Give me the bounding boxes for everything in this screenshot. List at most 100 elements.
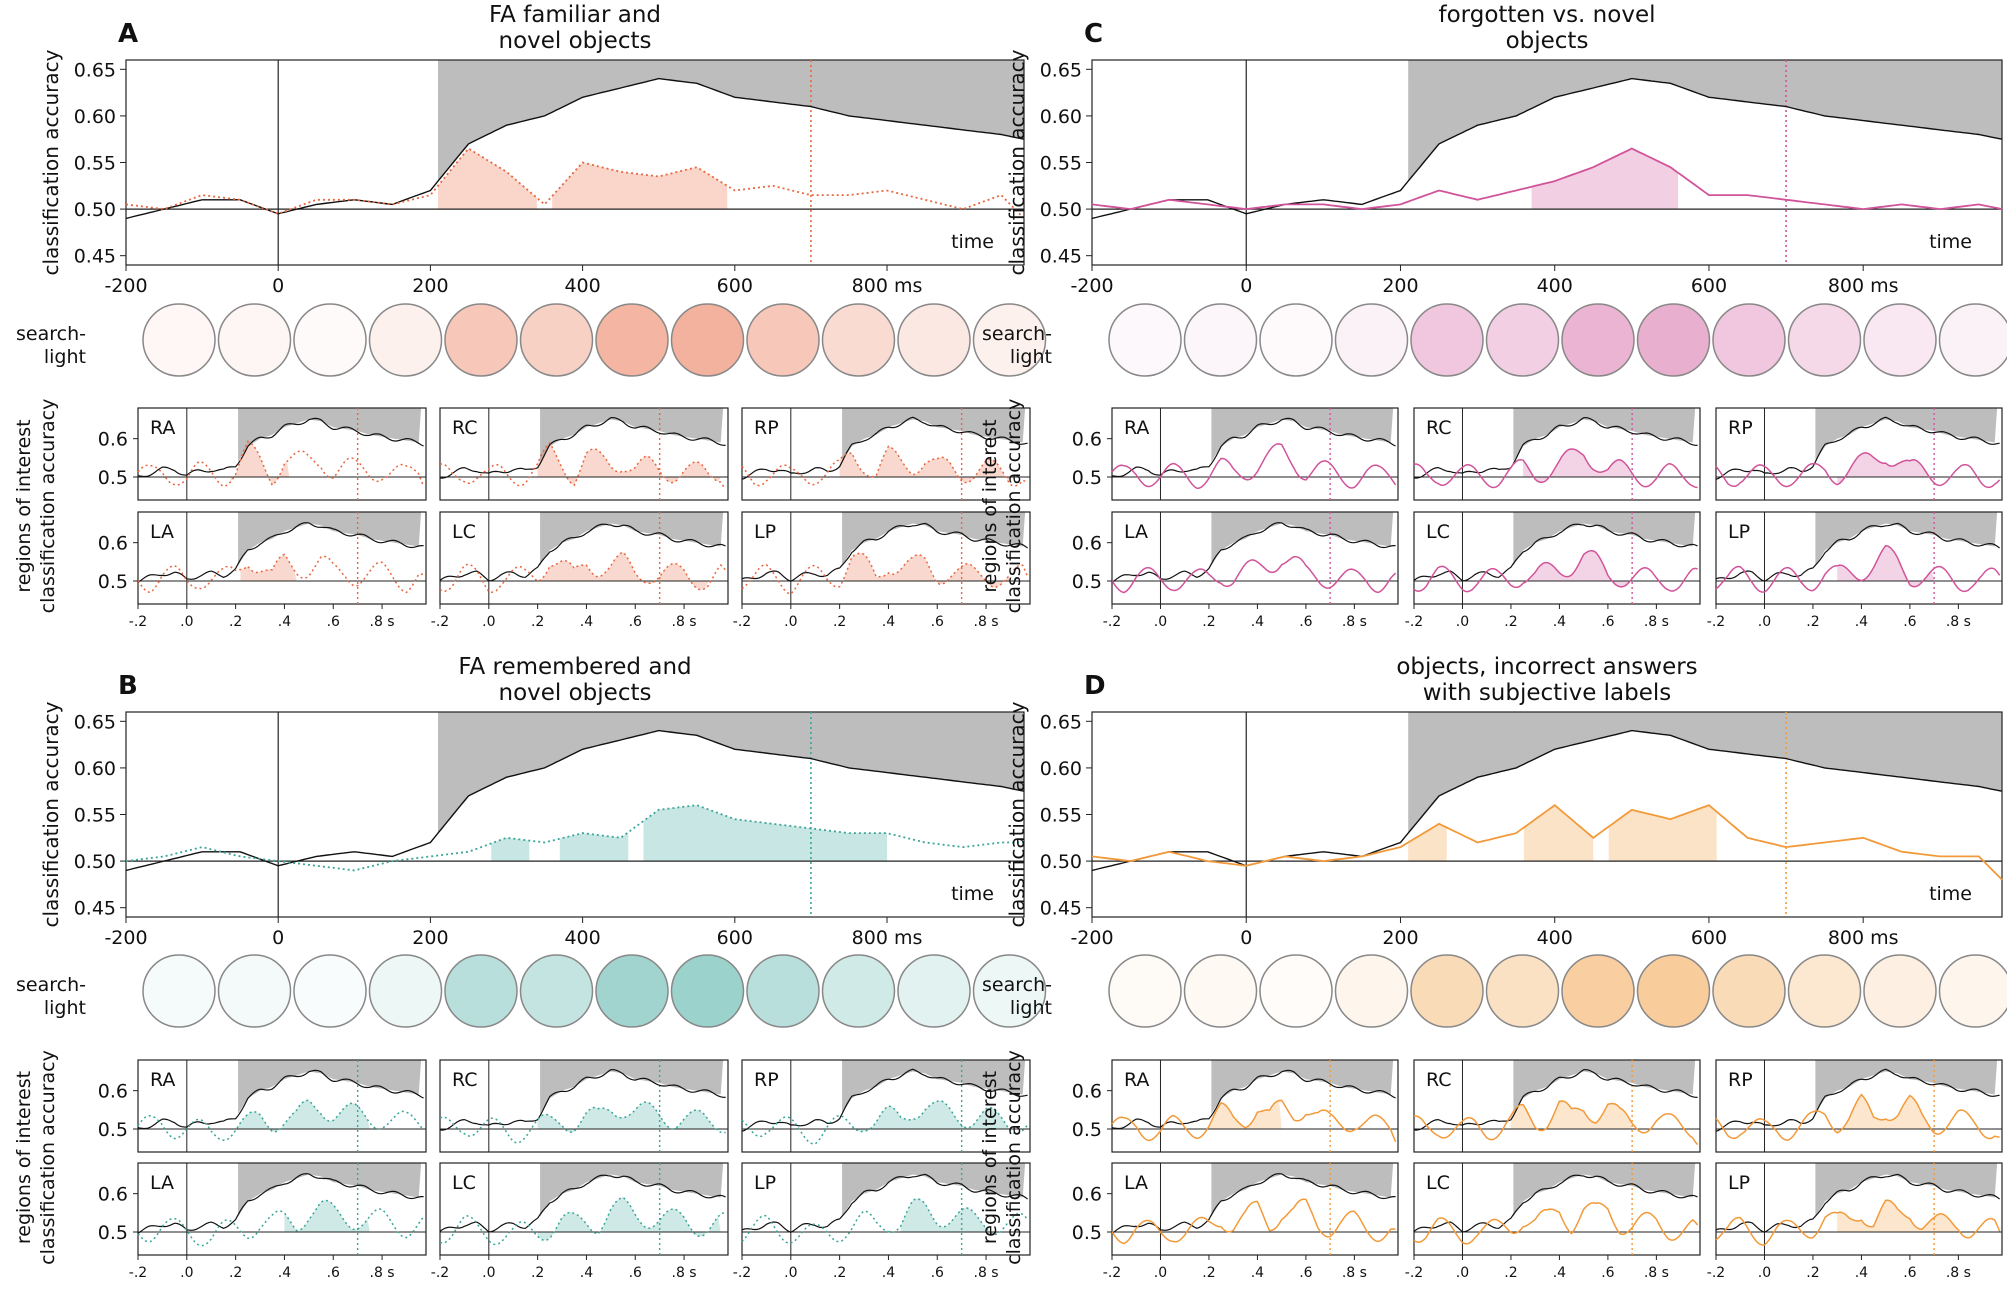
searchlight-topomap-10 — [897, 303, 971, 377]
gray-significance-area — [1408, 712, 2002, 834]
searchlight-topomap-5 — [1485, 303, 1560, 377]
main-y-label: classification accuracy — [39, 701, 63, 927]
searchlight-topomap-0 — [1108, 954, 1182, 1028]
series-line — [1091, 804, 2003, 881]
roi-x-tick-label: .0 — [180, 1265, 193, 1281]
roi-x-tick-label: .4 — [580, 614, 593, 630]
roi-x-tick-label: .4 — [1553, 1265, 1566, 1281]
roi-name: LA — [150, 1172, 174, 1194]
roi-ra: RA 0.5 0.6 — [98, 407, 427, 501]
roi-name: RP — [754, 417, 779, 439]
roi-y-tick-label: 0.6 — [98, 429, 128, 451]
roi-reference-line — [1413, 1174, 1698, 1233]
roi-gray-area — [1513, 1060, 1696, 1114]
roi-name: RP — [754, 1069, 779, 1091]
roi-y-label-1: regions of interest — [13, 1071, 35, 1244]
x-tick-label: 0 — [1240, 275, 1252, 297]
roi-series-line — [1413, 549, 1698, 593]
roi-reference-line — [439, 523, 726, 582]
roi-x-tick-label: .4 — [1855, 614, 1868, 630]
roi-series-line — [1715, 452, 2001, 489]
panel-title-line-1: forgotten vs. novel — [1439, 2, 1656, 28]
roi-rc: RC — [1413, 1059, 1701, 1153]
searchlight-topomap-9 — [1787, 303, 1862, 377]
searchlight-topomap-3 — [368, 954, 443, 1028]
searchlight-topomap-1 — [1183, 954, 1258, 1028]
roi-gray-area — [1211, 1163, 1394, 1217]
searchlight-topomap-1 — [217, 954, 292, 1028]
roi-significant-fill — [1510, 1101, 1633, 1131]
searchlight-label-2: light — [44, 346, 86, 368]
roi-gray-area — [238, 1060, 422, 1114]
significant-fill-0 — [438, 148, 537, 210]
roi-name: LP — [1728, 1172, 1750, 1194]
roi-name: LA — [150, 521, 174, 543]
roi-y-tick-label: 0.6 — [98, 533, 128, 555]
searchlight-topomap-1 — [217, 303, 292, 377]
roi-reference-line — [439, 1174, 726, 1233]
roi-name: LC — [452, 521, 476, 543]
x-tick-label: -200 — [104, 275, 147, 297]
roi-reference-line — [1111, 1173, 1396, 1234]
x-tick-label: -200 — [104, 927, 147, 949]
roi-name: RC — [1426, 1069, 1452, 1091]
roi-x-tick-label: .6 — [629, 614, 642, 630]
roi-axes-frame — [1715, 407, 2003, 501]
roi-series-line — [1413, 1100, 1699, 1146]
roi-rp: RP — [741, 1059, 1031, 1153]
roi-axes-frame — [1111, 511, 1399, 605]
searchlight-topomap-4 — [1410, 303, 1484, 377]
y-tick-label: 0.65 — [1040, 59, 1082, 81]
gray-significance-area — [438, 60, 1024, 182]
roi-x-tick-label: .8 s — [370, 614, 395, 630]
roi-y-tick-label: 0.5 — [1072, 571, 1102, 593]
roi-y-label-2: classification accuracy — [1003, 1050, 1025, 1265]
roi-significant-fill — [537, 442, 721, 486]
roi-y-tick-label: 0.6 — [98, 1081, 128, 1103]
roi-axes-frame — [1715, 511, 2003, 605]
roi-axes-frame — [741, 1162, 1031, 1256]
roi-axes-frame — [1413, 407, 1701, 501]
y-tick-label: 0.55 — [1040, 805, 1082, 827]
roi-gray-area — [1211, 512, 1394, 566]
roi-name: RA — [150, 417, 175, 439]
searchlight-topomap-8 — [746, 303, 820, 377]
roi-gray-area — [1513, 1163, 1696, 1217]
roi-x-tick-label: .8 s — [672, 614, 697, 630]
roi-x-tick-label: .0 — [1758, 1265, 1771, 1281]
roi-gray-area — [1815, 512, 1998, 566]
roi-reference-line — [1413, 1068, 1698, 1131]
roi-lp: LP -.2 .0 .2 .4 .6 .8 s — [733, 1162, 1031, 1281]
roi-gray-area — [842, 1060, 1026, 1114]
panel-title-line-2: objects — [1506, 28, 1589, 54]
roi-axes-frame — [137, 1162, 427, 1256]
x-tick-label: 0 — [272, 927, 284, 949]
panel-letter: D — [1084, 671, 1106, 701]
roi-x-tick-label: .4 — [1251, 1265, 1264, 1281]
roi-gray-area — [238, 1163, 422, 1217]
roi-y-tick-label: 0.5 — [98, 1119, 128, 1141]
x-tick-label: -200 — [1070, 927, 1113, 949]
main-y-label: classification accuracy — [39, 49, 63, 275]
searchlight-topomap-10 — [1863, 303, 1937, 377]
roi-x-tick-label: .2 — [1202, 614, 1215, 630]
searchlight-topomap-6 — [595, 954, 669, 1028]
roi-x-tick-label: .6 — [1601, 614, 1614, 630]
time-label: time — [951, 883, 994, 905]
roi-significant-fill — [1523, 550, 1633, 587]
roi-axes-frame — [439, 1162, 729, 1256]
roi-significant-fill — [1837, 1200, 1959, 1232]
roi-gray-area — [540, 1060, 724, 1114]
roi-x-tick-label: .0 — [482, 1265, 495, 1281]
x-tick-label: 0 — [1240, 927, 1252, 949]
time-label: time — [1929, 883, 1972, 905]
roi-gray-area — [540, 1163, 724, 1217]
y-tick-label: 0.60 — [74, 758, 116, 780]
roi-gray-area — [842, 1163, 1026, 1217]
significant-fill-2 — [1608, 805, 1717, 862]
searchlight-topomap-2 — [1259, 303, 1333, 377]
roi-rp: RP — [741, 407, 1031, 501]
roi-x-tick-label: -.2 — [129, 614, 147, 630]
